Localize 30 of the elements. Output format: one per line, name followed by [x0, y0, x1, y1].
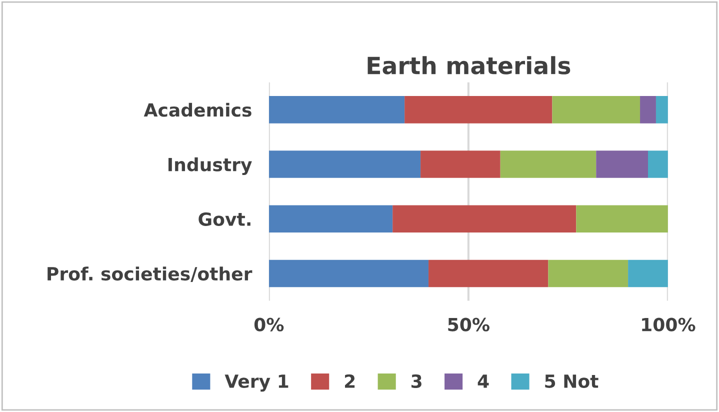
y-tick-label: Industry	[168, 157, 252, 176]
bar	[268, 205, 393, 233]
y-tick-label: Govt.	[198, 212, 250, 226]
legend-label: 3	[412, 374, 422, 388]
bar	[656, 96, 668, 124]
bar	[500, 150, 596, 178]
bar	[268, 96, 405, 124]
bar	[648, 150, 668, 178]
bar	[428, 260, 548, 288]
bar	[628, 260, 668, 288]
bar	[548, 260, 628, 288]
bar	[268, 150, 421, 178]
legend-label: 4	[478, 374, 489, 388]
bar	[640, 96, 656, 124]
bar	[404, 96, 552, 124]
x-tick-label: 100%	[642, 318, 696, 332]
bar	[576, 205, 668, 233]
y-tick-label: Academics	[144, 102, 252, 117]
x-tick-label: 0%	[254, 318, 284, 332]
legend-label: 2	[344, 374, 355, 388]
bar	[420, 150, 500, 178]
chart-title: Earth materials	[368, 56, 570, 74]
legend-label: 5 Not	[545, 374, 598, 388]
bar	[552, 96, 640, 124]
x-tick-label: 50%	[448, 318, 490, 332]
bar	[268, 260, 429, 288]
bar	[596, 150, 648, 178]
y-tick-label: Prof. societies/other	[48, 266, 252, 282]
bar	[392, 205, 576, 233]
legend-label: Very 1	[224, 374, 288, 392]
